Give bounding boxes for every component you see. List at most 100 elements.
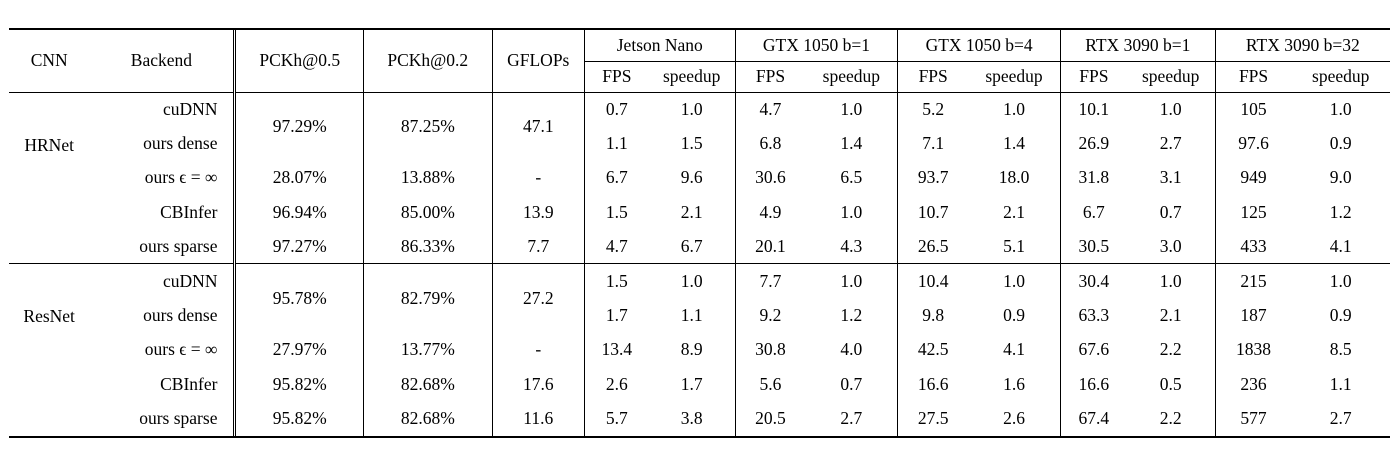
- results-table: CNN Backend PCKh@0.5 PCKh@0.2 GFLOPs Jet…: [9, 30, 1390, 436]
- speedup-value: 1.6: [1003, 373, 1025, 394]
- pckh05-value: 27.97%: [233, 332, 364, 368]
- speedup-value: 1.0: [1291, 263, 1390, 299]
- backend-name: cuDNN: [163, 98, 218, 119]
- speedup-value: 1.2: [840, 305, 863, 326]
- col-header-fps-0: FPS: [583, 61, 649, 93]
- speedup-value: 9.0: [1329, 167, 1352, 188]
- pckh05-value: 95.78%: [233, 263, 364, 333]
- speedup-value: 0.9: [1329, 305, 1352, 326]
- speedup-value: 4.3: [840, 236, 863, 256]
- table-row: ours ϵ = ∞ 27.97% 13.77% -13.4 8.9 30.8 4.0 42.…: [9, 332, 1390, 368]
- speedup-value: 2.6: [1003, 408, 1025, 429]
- fps-value: 105: [1214, 92, 1292, 127]
- fps-value: 6.7: [1059, 195, 1127, 230]
- speedup-value: 1.0: [840, 201, 863, 222]
- gflops-value: 13.9: [491, 195, 585, 230]
- col-group-jetson-nano: Jetson Nano: [583, 30, 736, 62]
- speedup-value: 1.0: [840, 98, 863, 119]
- speedup-value: 2.1: [1003, 201, 1025, 222]
- speedup-value: 1.1: [680, 305, 703, 326]
- speedup-value: 1.0: [680, 98, 703, 119]
- table-row: ours sparse 97.27% 86.33% 7.7 4.7 6.7 20.1 4.3 2…: [9, 229, 1390, 264]
- pckh02-value: 87.25%: [363, 92, 493, 161]
- col-header-pckh05: PCKh@0.5: [233, 30, 364, 93]
- pckh02-value: 82.79%: [363, 263, 493, 333]
- speedup-value: 4.0: [840, 339, 863, 360]
- speedup-value: 3.0: [1159, 236, 1182, 256]
- fps-value: 63.3: [1059, 298, 1127, 333]
- fps-value: 7.7: [734, 263, 806, 299]
- speedup-value: 2.7: [1159, 133, 1182, 154]
- col-header-fps-4: FPS: [1214, 61, 1292, 93]
- speedup-value: 1.4: [840, 133, 863, 154]
- fps-value: 10.1: [1059, 92, 1127, 127]
- fps-value: 187: [1214, 298, 1292, 333]
- fps-value: 1.5: [583, 263, 649, 299]
- header-row-metrics: FPS speedup FPS speedup FPS speedup FPS …: [9, 61, 1390, 93]
- backend-name: ours dense: [143, 133, 218, 154]
- fps-value: 1.1: [583, 126, 649, 161]
- gflops-value: -: [491, 332, 585, 368]
- pckh05-value: 28.07%: [233, 160, 364, 196]
- speedup-value: 2.2: [1159, 408, 1182, 429]
- gflops-value: -: [491, 160, 585, 196]
- fps-value: 42.5: [897, 332, 969, 368]
- speedup-value: 1.0: [648, 263, 736, 299]
- speedup-value: 1.0: [1003, 98, 1025, 119]
- pckh05-value: 95.82%: [233, 367, 364, 402]
- backend-name: ours ϵ = ∞: [144, 339, 218, 360]
- table-body: HRNet cuDNN 97.29% 87.25% 47.1 0.7 1.0 4.7 1.0 5.…: [9, 92, 1390, 436]
- fps-value: 433: [1214, 229, 1292, 264]
- speedup-value: 9.6: [680, 167, 703, 188]
- speedup-value: 1.2: [1329, 201, 1352, 222]
- fps-value: 30.6: [734, 160, 806, 196]
- gflops-value: 17.6: [491, 367, 585, 402]
- fps-value: 1.7: [583, 298, 649, 333]
- speedup-value: 5.1: [1003, 236, 1025, 256]
- fps-value: 5.6: [734, 367, 806, 402]
- fps-value: 20.5: [734, 401, 806, 436]
- speedup-value: 0.7: [840, 373, 863, 394]
- fps-value: 5.2: [897, 92, 969, 127]
- fps-value: 67.6: [1059, 332, 1127, 368]
- backend-name: ours sparse: [139, 236, 218, 256]
- fps-value: 4.9: [734, 195, 806, 230]
- pckh05-value: 97.29%: [233, 92, 364, 161]
- speedup-value: 1.1: [1329, 373, 1352, 394]
- pckh02-value: 13.88%: [363, 160, 493, 196]
- col-header-fps-3: FPS: [1059, 61, 1127, 93]
- speedup-value: 1.0: [1329, 98, 1352, 119]
- fps-value: 30.8: [734, 332, 806, 368]
- fps-value: 4.7: [583, 229, 649, 264]
- pckh05-value: 95.82%: [233, 401, 364, 436]
- col-header-fps-2: FPS: [897, 61, 969, 93]
- backend-name: cuDNN: [89, 263, 235, 299]
- pckh05-value: 97.27%: [233, 229, 364, 264]
- speedup-value: 6.7: [680, 236, 703, 256]
- fps-value: 236: [1214, 367, 1292, 402]
- speedup-value: 2.1: [680, 201, 703, 222]
- fps-value: 20.1: [734, 229, 806, 264]
- pckh02-value: 82.68%: [363, 401, 493, 436]
- backend-name: CBInfer: [160, 201, 218, 222]
- fps-value: 9.8: [897, 298, 969, 333]
- fps-value: 16.6: [1059, 367, 1127, 402]
- speedup-value: 2.7: [840, 408, 863, 429]
- fps-value: 215: [1214, 263, 1292, 299]
- col-group-gtx1050-b4: GTX 1050 b=4: [897, 30, 1061, 62]
- speedup-value: 8.9: [680, 339, 703, 360]
- pckh05-value: 96.94%: [233, 195, 364, 230]
- pckh02-value: 85.00%: [363, 195, 493, 230]
- table-row: ours ϵ = ∞ 28.07% 13.88% -6.7 9.6 30.6 6.5 93.7…: [9, 160, 1390, 196]
- col-header-cnn: CNN: [9, 30, 90, 93]
- col-group-rtx3090-b32: RTX 3090 b=32: [1214, 30, 1390, 62]
- fps-value: 26.5: [897, 229, 969, 264]
- fps-value: 2.6: [583, 367, 649, 402]
- speedup-value: 1.5: [680, 133, 703, 154]
- col-header-speedup-2: speedup: [968, 61, 1061, 93]
- speedup-value: 0.7: [1159, 201, 1182, 222]
- fps-value: 93.7: [897, 160, 969, 196]
- backend-name: ours sparse: [139, 408, 218, 429]
- fps-value: 10.4: [897, 263, 969, 299]
- fps-value: 5.7: [583, 401, 649, 436]
